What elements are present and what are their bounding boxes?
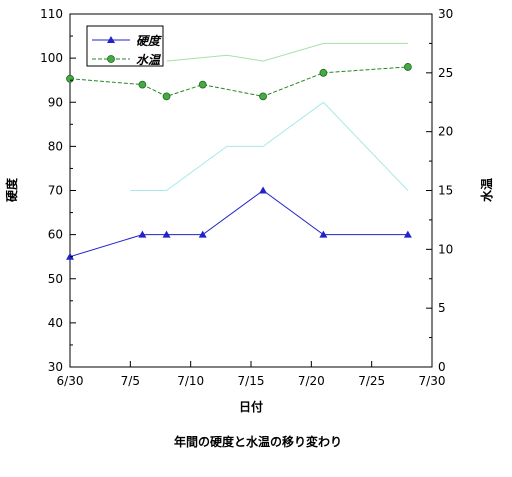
- plot-border: [69, 13, 433, 368]
- legend-label-hardness: 硬度: [136, 34, 162, 48]
- temperature-point: [319, 68, 328, 77]
- temperature-point: [198, 80, 207, 89]
- temperature-point: [162, 92, 171, 101]
- hardness-point: [138, 230, 147, 238]
- y-left-tick-label: 60: [48, 228, 63, 242]
- hardness-point: [162, 230, 171, 238]
- y-right-tick-label: 5: [438, 301, 446, 315]
- y-left-tick-label: 50: [48, 272, 63, 286]
- y-right-tick-label: 10: [438, 242, 453, 256]
- x-tick-label: 7/5: [121, 374, 140, 388]
- temperature-point: [138, 80, 147, 89]
- hardness-point: [403, 230, 412, 238]
- x-axis-title: 日付: [239, 399, 263, 414]
- x-tick-label: 7/20: [298, 374, 325, 388]
- y-left-tick-label: 90: [48, 95, 63, 109]
- y-left-tick-label: 70: [48, 184, 63, 198]
- hardness-point: [198, 230, 207, 238]
- series-line-1: [69, 66, 408, 97]
- y-left-tick-label: 40: [48, 316, 63, 330]
- y-axis-title-left: 硬度: [4, 177, 19, 202]
- legend: 硬度 水温: [86, 25, 164, 67]
- y-left-tick-label: 30: [48, 360, 63, 374]
- hardness-point: [319, 230, 328, 238]
- legend-marker-hardness: [107, 36, 115, 43]
- y-right-tick-label: 0: [438, 360, 446, 374]
- x-tick-label: 7/30: [419, 374, 446, 388]
- chart-title: 年間の硬度と水温の移り変わり: [174, 434, 342, 449]
- legend-marker-temperature: [107, 55, 115, 63]
- series-layer: [66, 42, 412, 260]
- temperature-point: [403, 63, 412, 71]
- series-line-3: [166, 42, 408, 62]
- y-left-tick-label: 100: [40, 51, 63, 65]
- y-right-tick-label: 20: [438, 125, 453, 139]
- temperature-point: [259, 92, 267, 101]
- x-tick-label: 6/30: [57, 374, 84, 388]
- series-line-0: [69, 189, 408, 258]
- hardness-point: [259, 186, 268, 194]
- y-axis-title-right: 水温: [479, 178, 494, 202]
- y-left-tick-label: 80: [48, 139, 63, 153]
- legend-label-temperature: 水温: [136, 53, 162, 67]
- y-left-tick-label: 110: [40, 7, 63, 21]
- plot-frame: [69, 13, 433, 368]
- y-right-tick-label: 15: [438, 184, 453, 198]
- x-tick-label: 7/10: [177, 374, 204, 388]
- y-right-tick-label: 30: [438, 7, 453, 21]
- series-line-2: [130, 101, 409, 191]
- x-tick-label: 7/15: [238, 374, 265, 388]
- x-tick-label: 7/25: [358, 374, 385, 388]
- y-right-tick-label: 25: [438, 66, 453, 80]
- temperature-point: [66, 74, 74, 83]
